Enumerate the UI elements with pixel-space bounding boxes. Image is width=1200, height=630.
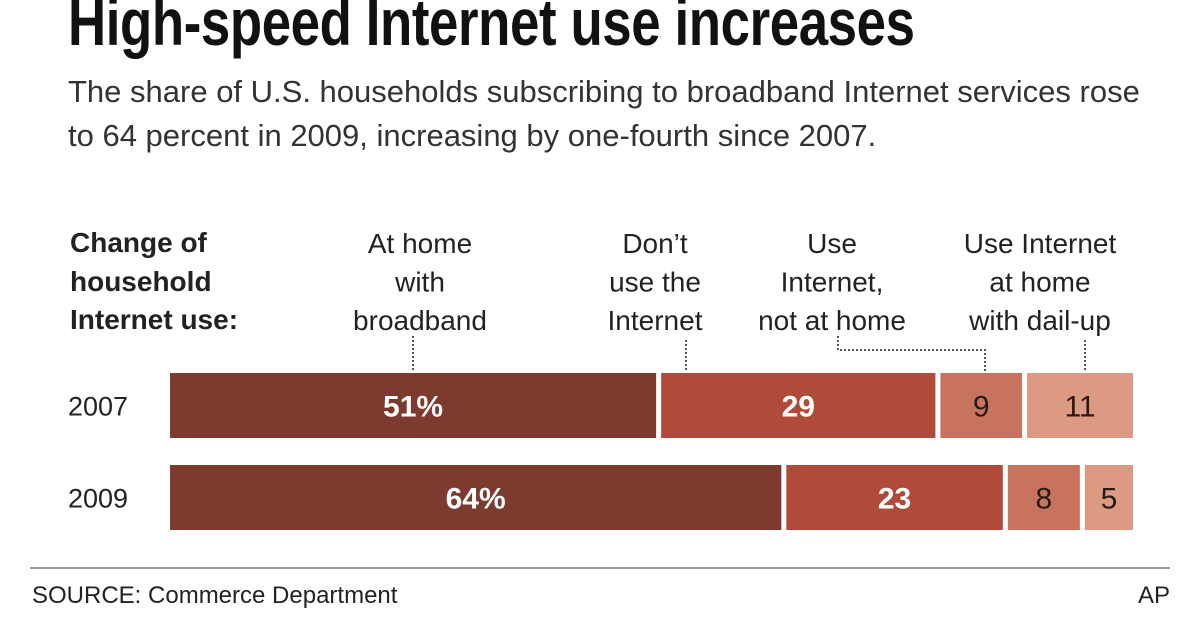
chart-title: High-speed Internet use increases [68, 0, 915, 59]
series-header: at home [989, 267, 1090, 298]
data-label: 29 [782, 391, 815, 424]
bar-segment [170, 465, 782, 530]
credit: AP [1137, 582, 1170, 609]
source-note: SOURCE: Commerce Department [32, 582, 398, 609]
data-label: 51% [383, 391, 443, 424]
bar-segment [786, 465, 1003, 530]
data-label: 23 [878, 483, 911, 516]
divider [30, 567, 1170, 569]
bar-segment [170, 373, 657, 438]
series-header: Internet [608, 305, 703, 336]
series-header: Internet, [781, 267, 884, 298]
data-label: 5 [1101, 483, 1118, 516]
series-header: use the [609, 267, 701, 298]
bar-segment [940, 373, 1023, 438]
data-label: 11 [1064, 391, 1095, 424]
chart-subtitle: The share of U.S. households subscribing… [68, 74, 1140, 153]
series-header: Don’t [622, 228, 688, 259]
series-header: Use Internet [964, 228, 1117, 259]
data-label: 8 [1035, 483, 1052, 516]
series-header: broadband [353, 305, 487, 336]
bar-segment [1007, 465, 1080, 530]
year-label: 2007 [68, 392, 128, 422]
bar-segment [661, 373, 936, 438]
series-header: with dail-up [968, 305, 1111, 336]
data-label: 9 [973, 391, 990, 424]
row-header: Change of household Internet use: [70, 227, 239, 335]
bar-segment [1027, 373, 1133, 438]
series-header: At home [368, 228, 472, 259]
series-header: not at home [758, 305, 906, 336]
series-header: Use [807, 228, 857, 259]
data-label: 64% [446, 483, 506, 516]
bar-segment [1084, 465, 1133, 530]
leader-line [837, 336, 986, 372]
year-label: 2009 [68, 484, 128, 514]
series-header: with [394, 267, 445, 298]
